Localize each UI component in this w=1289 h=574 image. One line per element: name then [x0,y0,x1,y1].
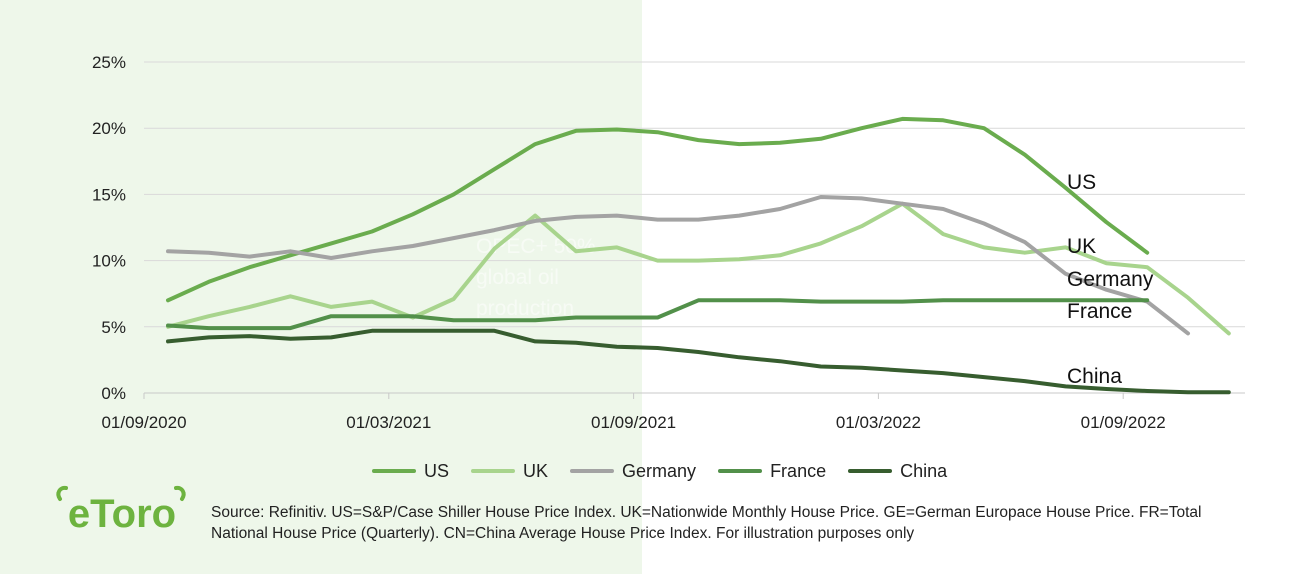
series-line-germany [166,195,1190,336]
legend-swatch [471,469,516,473]
etoro-logo: eToro [56,485,186,535]
legend-item-china: China [848,461,947,482]
series-label-germany: Germany [1067,268,1154,291]
series-line-us [166,116,1150,303]
x-axis-tick-labels: 01/09/2020 01/03/2021 01/09/2021 01/03/2022… [101,413,1165,432]
x-tick-label: 01/09/2021 [591,413,676,432]
series-line-china [166,328,1231,395]
legend-swatch [570,469,615,473]
y-tick-label: 20% [92,119,126,138]
x-tick-label: 01/09/2022 [1081,413,1166,432]
overlay-text-line: global oil [476,266,559,289]
x-tick-label: 01/03/2022 [836,413,921,432]
y-tick-label: 10% [92,252,126,271]
y-tick-label: 5% [101,318,126,337]
x-axis [143,392,1245,399]
legend-item-germany: Germany [570,461,696,482]
legend-label: US [424,460,450,481]
legend-label: France [770,460,827,481]
series-label-us: US [1067,171,1096,194]
series-label-china: China [1067,365,1122,388]
series-label-france: France [1067,300,1132,323]
legend-label: UK [523,460,549,481]
source-note: Source: Refinitiv. US=S&P/Case Shiller H… [211,504,1202,542]
line-chart: 0%5%10%15%20%25% 01/09/2020 01/03/2021 01/… [92,53,1245,432]
y-tick-label: 15% [92,185,126,204]
y-axis-tick-labels: 0% 5% 10% 15% 20% 25% [92,53,126,403]
legend-item-uk: UK [471,461,548,482]
y-tick-label: 0% [101,384,126,403]
legend: US UK Germany France China [372,458,947,484]
legend-swatch [718,469,763,473]
legend-label: Germany [622,460,697,481]
series-lines [166,116,1231,395]
series-end-labels: US UK Germany France China [1067,171,1154,388]
series-line-uk [166,201,1231,336]
legend-item-france: France [718,461,826,482]
highlight-region [0,0,642,574]
legend-label: China [900,460,948,481]
x-tick-label: 01/03/2021 [346,413,431,432]
legend-swatch [372,469,416,473]
legend-swatch [848,469,893,473]
svg-text:eToro: eToro [68,492,176,535]
y-tick-label: 25% [92,53,126,72]
x-tick-label: 01/09/2020 [101,413,186,432]
legend-item-us: US [372,461,449,482]
series-line-france [166,298,1150,331]
series-label-uk: UK [1067,235,1096,258]
overlay-text-line: production [476,297,574,320]
